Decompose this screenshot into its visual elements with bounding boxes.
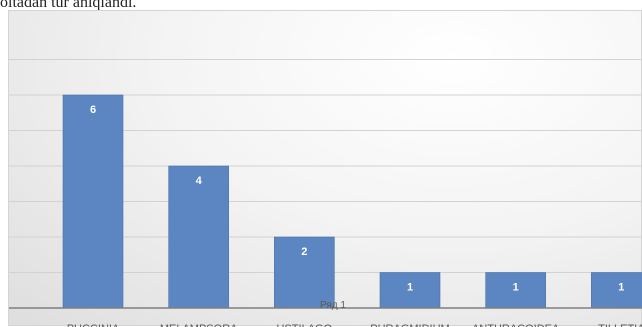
data-label: 4 — [196, 175, 203, 187]
bar — [379, 272, 441, 309]
legend-swatch — [311, 301, 317, 307]
bar — [274, 236, 335, 309]
data-label: 1 — [618, 282, 624, 294]
x-tick-label: PUCCINIA — [67, 323, 120, 327]
x-tick-labels: PUCCINIA MELAMPSORA USTILAGO PHRAGMIDIUM ANT… — [67, 323, 642, 327]
bar — [62, 94, 124, 309]
bars: 6 4 2 1 1 1 — [62, 94, 642, 309]
data-label: 1 — [407, 282, 413, 294]
x-tick-label: ANTHRACOIDEA — [472, 323, 560, 327]
legend-label: Ряд 1 — [320, 300, 346, 311]
chart-area: 6 4 2 1 1 1 PUCCINIA MELAMPSORA USTILAGO PHRAGMI… — [8, 10, 642, 327]
data-label: 1 — [513, 282, 519, 294]
x-tick-label: USTILAGO — [277, 323, 333, 327]
x-tick-label: MELAMPSORA — [160, 323, 238, 327]
x-tick-label: PHRAGMIDIUM — [370, 323, 449, 327]
bar-chart: 6 4 2 1 1 1 PUCCINIA MELAMPSORA USTILAGO PHRAGMI… — [9, 59, 642, 327]
bar — [168, 165, 229, 309]
legend: Ряд 1 — [311, 300, 346, 311]
bar — [591, 272, 642, 309]
x-tick-label: TILLETIA — [598, 323, 642, 327]
data-label: 2 — [301, 246, 307, 258]
data-label: 6 — [90, 104, 96, 116]
document-text: oltadan tur aniqlandi. — [0, 0, 137, 11]
